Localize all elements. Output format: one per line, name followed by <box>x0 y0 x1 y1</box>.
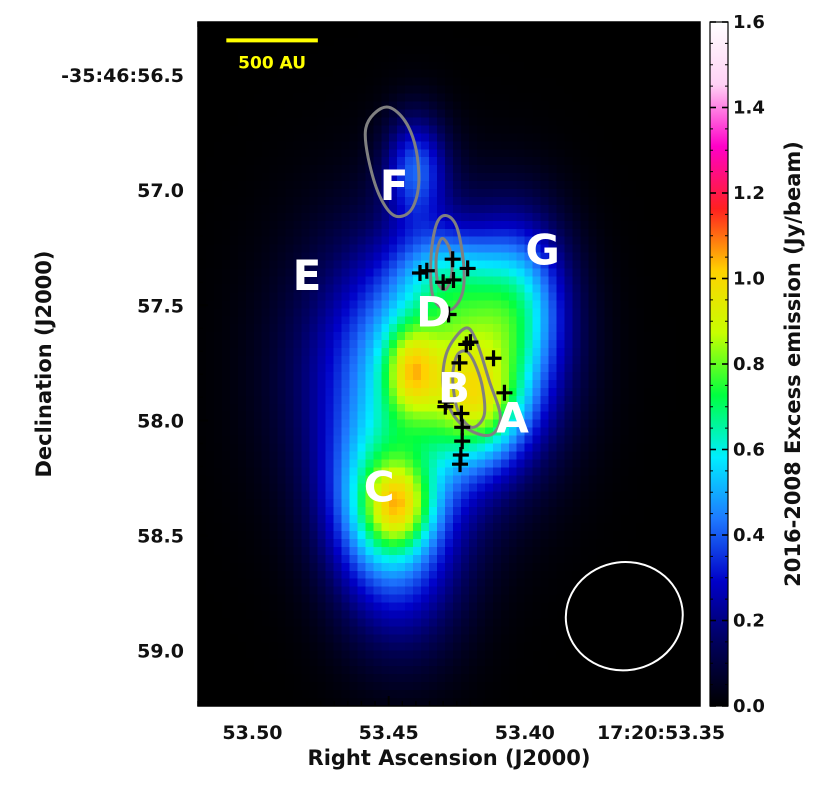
cross-marker <box>445 271 462 288</box>
cross-marker <box>454 419 471 436</box>
x-tick-label: 53.40 <box>495 722 555 744</box>
y-tick-label: 59.0 <box>137 641 184 663</box>
y-tick-label: 57.5 <box>137 295 184 317</box>
cross-marker <box>451 354 468 371</box>
cross-marker <box>444 251 461 268</box>
contour-layer <box>363 105 502 437</box>
contour-d-inner <box>434 236 454 292</box>
heatmap-area <box>198 22 700 706</box>
x-axis-title: Right Ascension (J2000) <box>308 746 591 770</box>
cross-marker <box>454 433 471 450</box>
source-label-d: D <box>416 288 451 337</box>
cross-marker <box>496 384 513 401</box>
source-labels: AB C D E F G <box>293 161 560 512</box>
cross-marker <box>458 336 475 353</box>
contour-f <box>363 105 421 219</box>
cross-marker <box>452 456 469 473</box>
cross-marker <box>440 306 457 323</box>
source-label-f: F <box>380 161 409 210</box>
y-axis-title: Declination (J2000) <box>32 250 56 477</box>
cross-marker <box>485 350 502 367</box>
source-label-e: E <box>293 251 322 300</box>
colorbar-tick-label: 0.8 <box>733 354 765 375</box>
scale-bar-label: 500 AU <box>238 53 306 73</box>
scale-bar: 500 AU <box>226 38 318 73</box>
colorbar-tick-label: 1.4 <box>733 98 765 119</box>
cross-marker <box>453 405 470 422</box>
colorbar-ticks: 0.0 0.2 0.4 0.6 0.8 1.0 1.2 1.4 1.6 <box>710 12 765 717</box>
cross-marker <box>418 262 435 279</box>
cross-markers <box>411 251 513 473</box>
x-tick-label: 53.45 <box>359 722 419 744</box>
contour-b-inner <box>451 349 487 429</box>
colorbar: 0.0 0.2 0.4 0.6 0.8 1.0 1.2 1.4 1.6 2016-2008 Ex… <box>709 12 805 717</box>
cross-marker <box>437 398 454 415</box>
colorbar-tick-label: 0.4 <box>733 525 765 546</box>
source-label-g: G <box>525 226 559 275</box>
source-label-b: B <box>438 364 470 413</box>
colorbar-tick-label: 1.2 <box>733 183 765 204</box>
y-tick-label: 58.0 <box>137 410 184 432</box>
colorbar-tick-label: 0.6 <box>733 440 765 461</box>
y-tick-label: 58.5 <box>137 526 184 548</box>
source-label-a: A <box>496 394 529 443</box>
colorbar-tick-label: 0.2 <box>733 611 765 632</box>
x-tick-labels: 53.50 53.45 53.40 17:20:53.35 <box>222 722 725 744</box>
y-tick-labels: -35:46:56.5 57.0 57.5 58.0 58.5 59.0 <box>61 65 184 663</box>
cross-marker <box>459 260 476 277</box>
colorbar-tick-label: 0.0 <box>733 696 765 717</box>
plot-frame <box>197 21 701 707</box>
y-tick-label: -35:46:56.5 <box>61 65 184 87</box>
frame-ticks <box>197 22 700 706</box>
colorbar-tick-label: 1.6 <box>733 12 765 33</box>
contour-b-outer <box>441 326 502 437</box>
y-tick-label: 57.0 <box>137 180 184 202</box>
cross-marker <box>435 274 452 291</box>
x-tick-label: 53.50 <box>222 722 282 744</box>
beam-ellipse <box>564 560 684 672</box>
x-tick-label: 17:20:53.35 <box>597 722 725 744</box>
source-label-c: C <box>364 463 395 512</box>
colorbar-title: 2016-2008 Excess emission (Jy/beam) <box>781 141 805 587</box>
colorbar-tick-label: 1.0 <box>733 269 765 290</box>
